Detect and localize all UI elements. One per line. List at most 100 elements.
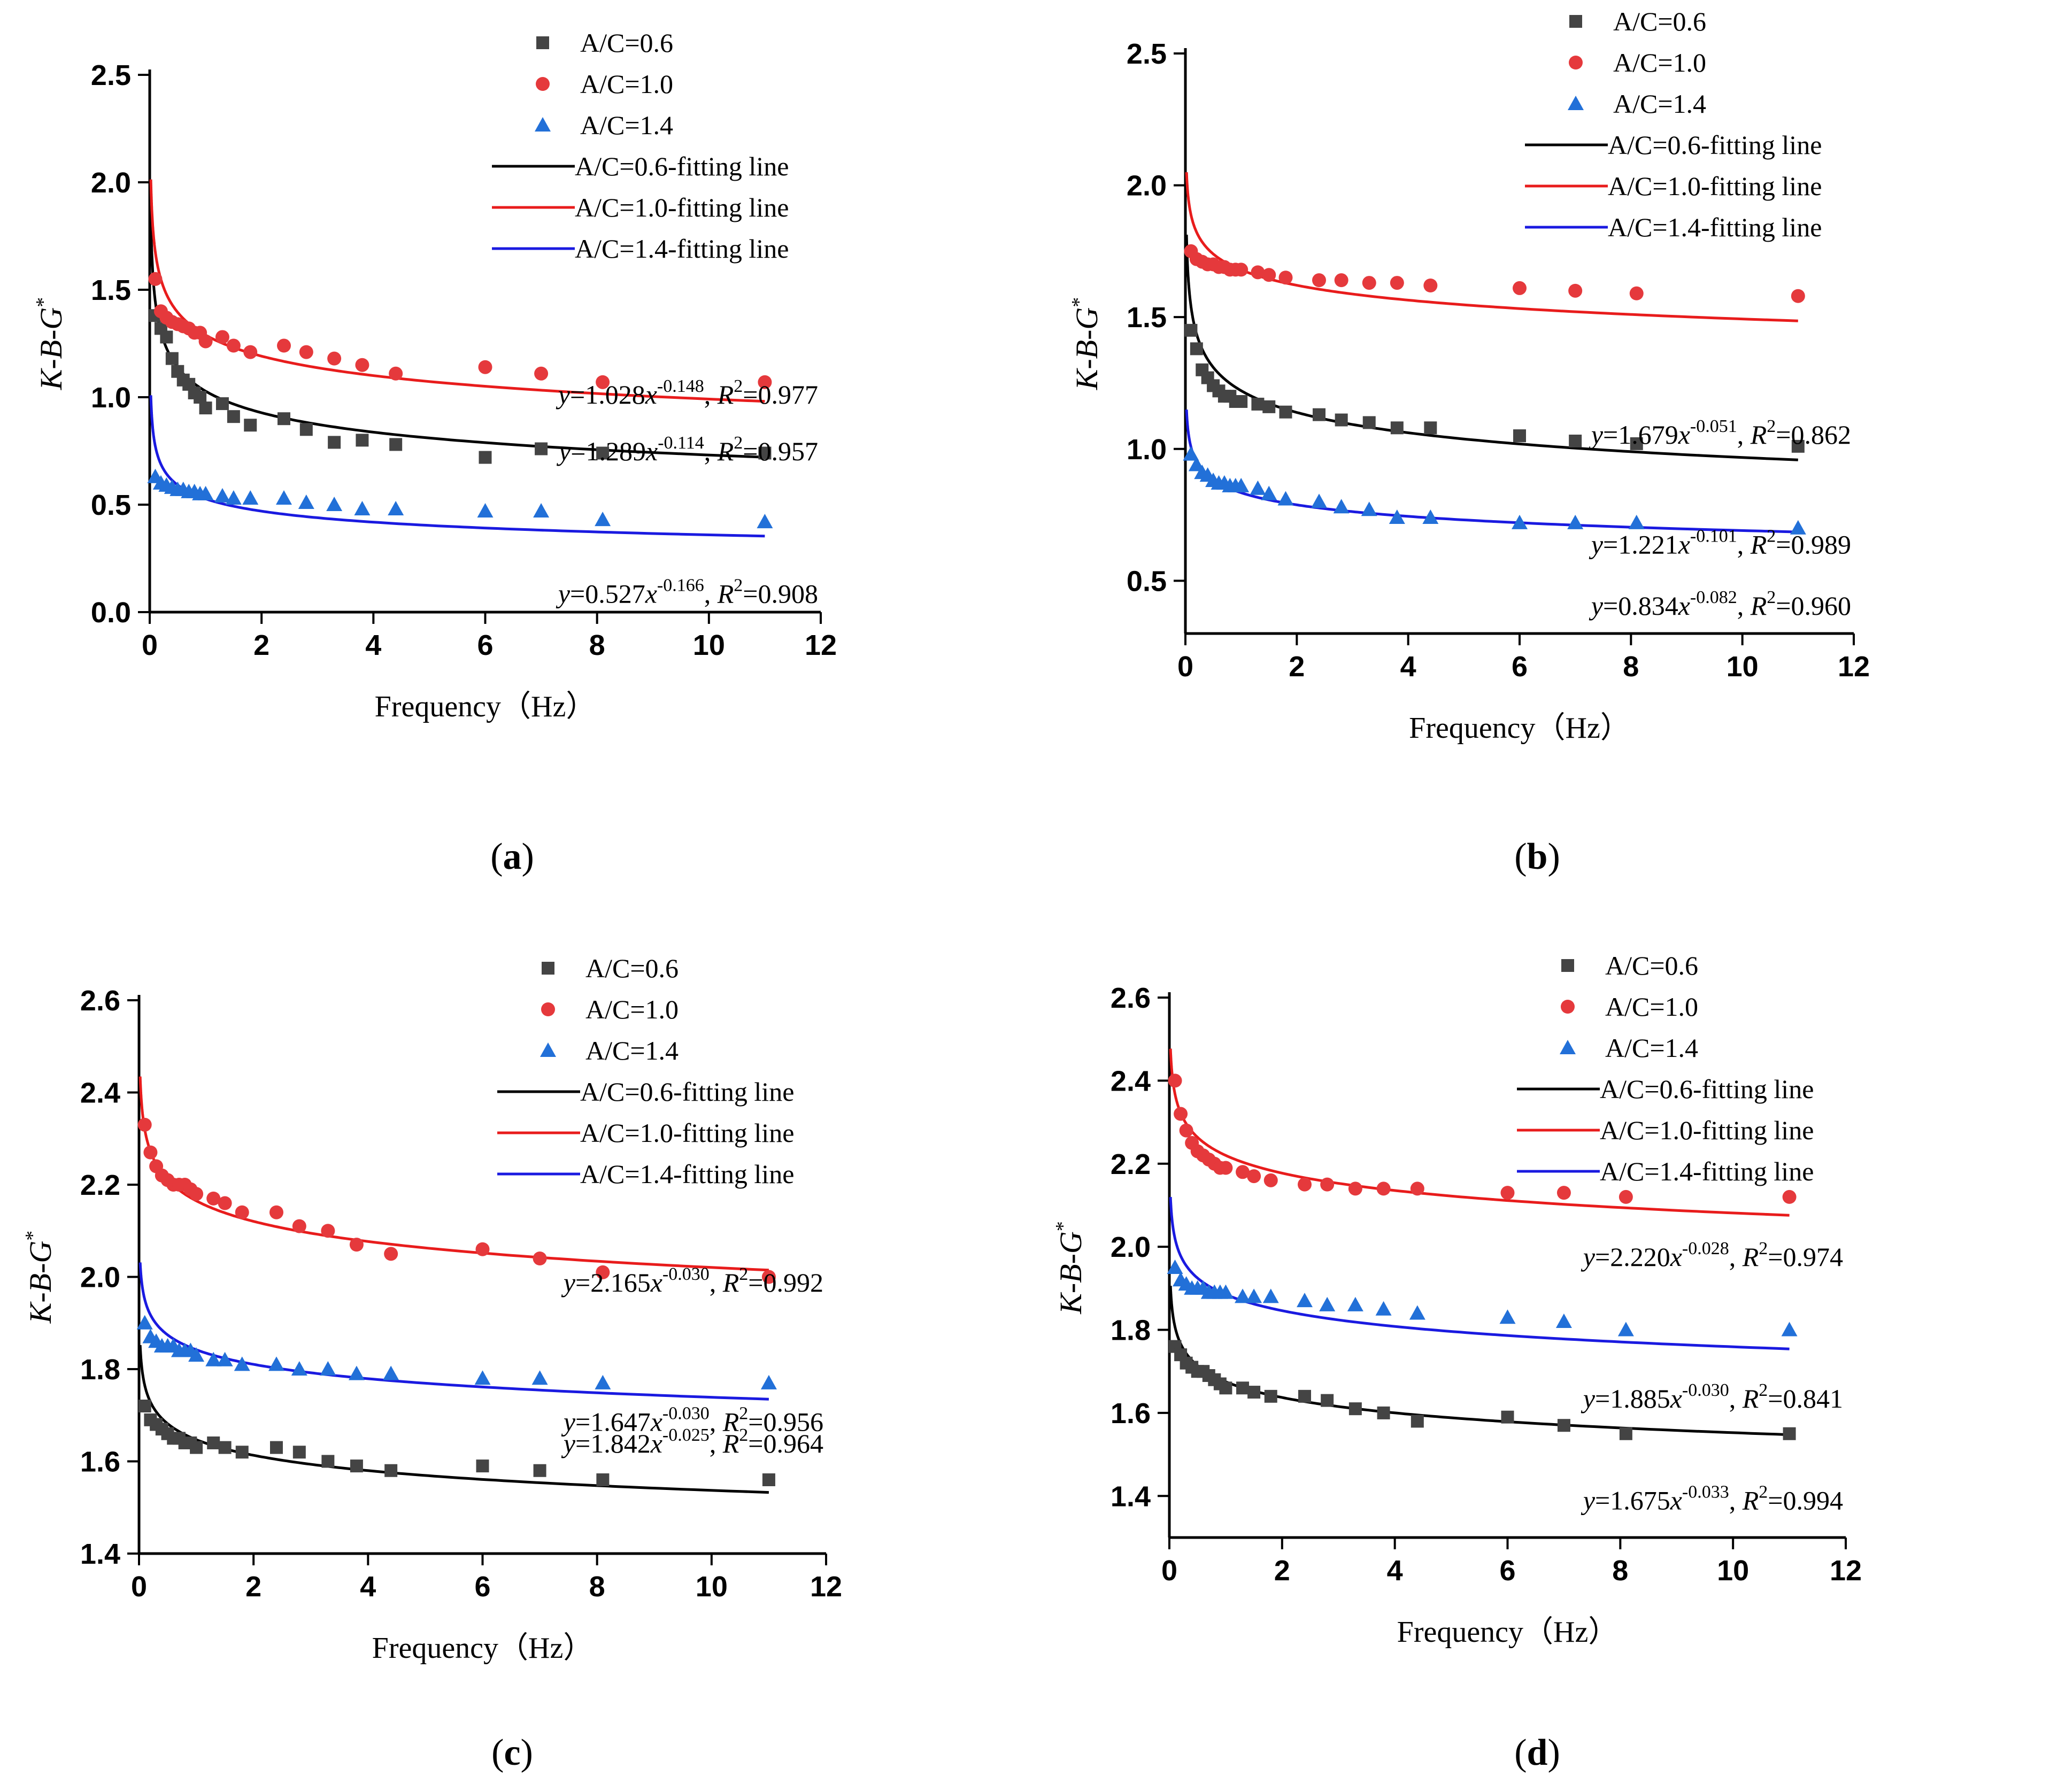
data-point (1233, 477, 1250, 492)
data-point (137, 1117, 152, 1132)
chart-a: 0 2 4 6 8 10 12 0.0 0.5 1.0 1.5 2.0 2.5 Frequency（Hz）… (32, 28, 837, 877)
chart-d: 0 2 4 6 8 10 12 1.4 1.6 1.8 2.0 2.2 2.4 2.6 Frequency（… (1052, 951, 1862, 1773)
data-point (321, 1455, 335, 1468)
legend-label-ac10: A/C=1.0 (580, 69, 673, 99)
data-point (476, 1459, 489, 1473)
data-point (244, 419, 257, 432)
data-point (138, 1400, 151, 1412)
data-point (226, 338, 241, 353)
data-point (1298, 1177, 1312, 1192)
x-tick-label: 0 (1177, 651, 1193, 683)
data-point (292, 1446, 306, 1459)
x-tick-label: 12 (805, 629, 837, 661)
data-point (217, 1351, 233, 1366)
data-point (355, 358, 369, 372)
y-tick-label: 2.4 (1111, 1065, 1151, 1097)
fit-equation-ac06: y=1.221x-0.101, R2=0.989 (1589, 526, 1851, 559)
data-point (354, 501, 371, 516)
data-point (1781, 1322, 1798, 1337)
data-point (762, 1473, 775, 1486)
y-tick-label: 1.6 (80, 1446, 120, 1478)
x-tick-label: 0 (142, 629, 158, 661)
data-point (1251, 397, 1265, 411)
y-tick-label: 1.5 (1127, 302, 1167, 334)
data-point (1311, 493, 1327, 508)
x-tick-label: 2 (245, 1571, 261, 1603)
x-axis-label: Frequency（Hz） (375, 690, 596, 723)
y-tick-label: 2.0 (80, 1262, 120, 1294)
data-point (1783, 1427, 1796, 1440)
x-tick-label: 6 (474, 1571, 490, 1603)
y-tick-label: 2.6 (1111, 982, 1151, 1014)
legend-label-ac06: A/C=0.6 (1613, 6, 1706, 36)
series-ac14 (136, 1315, 777, 1389)
chart-panel-a: 0 2 4 6 8 10 12 0.0 0.5 1.0 1.5 2.0 2.5 Frequency（Hz）… (0, 0, 1025, 896)
y-tick-label: 2.0 (1127, 170, 1167, 202)
data-point (1168, 1073, 1182, 1088)
data-point (291, 1361, 307, 1376)
data-point (136, 1315, 153, 1330)
data-point (1235, 1288, 1251, 1303)
fit-equation-ac10: y=2.220x-0.028, R2=0.974 (1581, 1239, 1843, 1272)
x-axis-label: Frequency（Hz） (372, 1632, 594, 1665)
data-point (384, 1247, 398, 1261)
y-tick-label: 1.4 (1111, 1480, 1151, 1512)
data-point (758, 375, 772, 389)
data-point (350, 1459, 363, 1473)
fitting-line-ac10 (1185, 172, 1798, 322)
data-point (299, 345, 313, 359)
legend-label-ac10: A/C=1.0 (1613, 48, 1706, 78)
legend-label-ac10: A/C=1.0 (585, 994, 679, 1024)
data-point (1348, 1181, 1362, 1196)
x-tick-label: 0 (131, 1571, 147, 1603)
legend-fit-label-ac14: A/C=1.4-fitting line (580, 1159, 794, 1189)
data-point (190, 1441, 203, 1454)
legend-marker-ac10 (1569, 56, 1583, 69)
legend-marker-ac06 (1561, 959, 1574, 972)
data-point (277, 338, 291, 353)
data-point (1568, 283, 1583, 298)
data-point (761, 1270, 776, 1284)
series-ac10 (137, 1117, 776, 1284)
x-tick-label: 4 (1400, 651, 1416, 683)
data-point (1334, 273, 1348, 288)
x-axis-label: Frequency（Hz） (1397, 1616, 1619, 1649)
y-tick-label: 1.0 (1127, 434, 1167, 466)
y-axis-label: K-B-G* (1068, 297, 1104, 391)
data-point (1790, 520, 1806, 535)
legend-fit-label-ac06: A/C=0.6-fitting line (575, 151, 789, 181)
legend-label-ac14: A/C=1.4 (580, 110, 673, 140)
data-point (207, 1436, 220, 1449)
data-point (214, 488, 230, 503)
y-tick-label: 2.4 (80, 1077, 120, 1109)
data-point (1512, 514, 1528, 529)
data-point (389, 438, 403, 451)
data-point (215, 397, 229, 411)
fitting-line-ac06 (1169, 1286, 1790, 1436)
data-point (533, 1464, 546, 1477)
legend-marker-ac14 (535, 117, 551, 132)
data-point (320, 1361, 336, 1376)
series-ac14 (1167, 1260, 1798, 1337)
y-tick-label: 2.5 (91, 59, 131, 91)
data-point (595, 512, 611, 527)
data-point (1630, 437, 1643, 450)
data-point (1555, 1314, 1572, 1328)
series-ac06 (1184, 323, 1805, 453)
data-point (234, 1356, 250, 1371)
data-point (298, 494, 314, 509)
chart-c: 0 2 4 6 8 10 12 1.4 1.6 1.8 2.0 2.2 2.4 2.6 Frequency（… (21, 953, 842, 1773)
fitting-line-ac14 (149, 395, 765, 538)
data-point (197, 485, 214, 500)
data-point (596, 1265, 610, 1279)
panel-caption: (c) (491, 1732, 533, 1773)
data-point (1262, 1288, 1279, 1303)
y-axis-label: K-B-G* (32, 297, 68, 391)
x-tick-label: 2 (253, 629, 269, 661)
data-point (349, 1238, 364, 1252)
data-point (1333, 499, 1350, 514)
data-point (1409, 1305, 1425, 1320)
data-point (188, 1347, 205, 1362)
legend-label-ac14: A/C=1.4 (1613, 89, 1706, 119)
data-point (1313, 408, 1325, 421)
